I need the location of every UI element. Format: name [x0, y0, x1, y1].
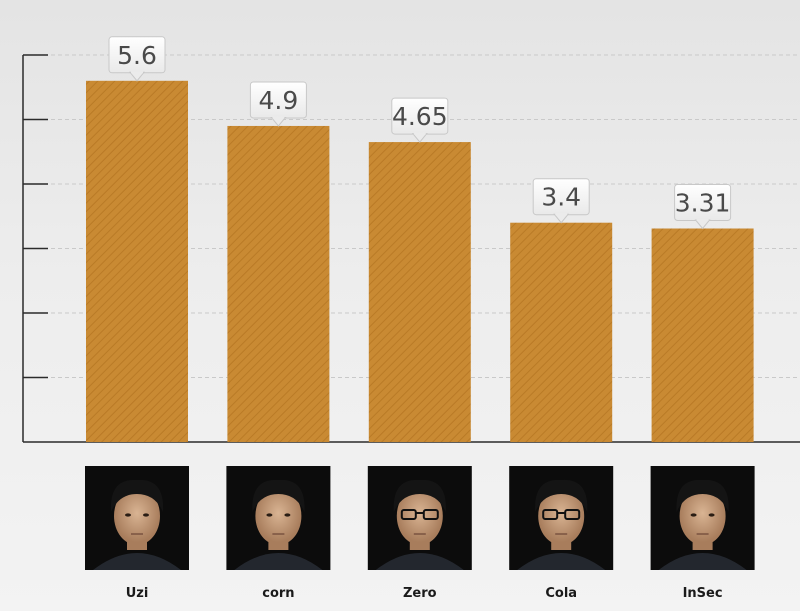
x-tick-label: Cola — [545, 586, 577, 601]
player-photo — [226, 466, 331, 570]
bar — [510, 222, 613, 442]
data-label-bubble: 4.65 — [391, 97, 449, 143]
player-photos — [85, 466, 755, 570]
x-tick-label: corn — [262, 586, 294, 601]
player-photo — [367, 466, 472, 570]
x-tick-label: Uzi — [126, 586, 149, 601]
x-tick-label: InSec — [683, 586, 723, 601]
data-label-bubble: 5.6 — [108, 36, 166, 82]
data-label: 3.4 — [541, 183, 581, 212]
bar — [86, 80, 188, 443]
data-labels: 5.6 4.9 4.65 3.4 3.31 — [108, 36, 732, 230]
bars — [86, 80, 754, 443]
x-tick-labels: Uzi corn Zero Cola InSec — [126, 586, 723, 601]
player-photo — [85, 466, 189, 570]
bar — [227, 125, 330, 442]
bar — [651, 228, 754, 442]
bar — [368, 142, 471, 442]
data-label: 4.9 — [259, 86, 299, 115]
data-label-bubble: 4.9 — [249, 81, 307, 127]
data-label: 4.65 — [392, 102, 448, 131]
data-label: 3.31 — [675, 189, 731, 218]
player-photo — [509, 466, 614, 570]
data-label-bubble: 3.31 — [674, 184, 732, 230]
x-tick-label: Zero — [403, 586, 437, 601]
data-label-bubble: 3.4 — [532, 178, 590, 224]
data-label: 5.6 — [117, 41, 157, 70]
player-photo — [650, 466, 755, 570]
